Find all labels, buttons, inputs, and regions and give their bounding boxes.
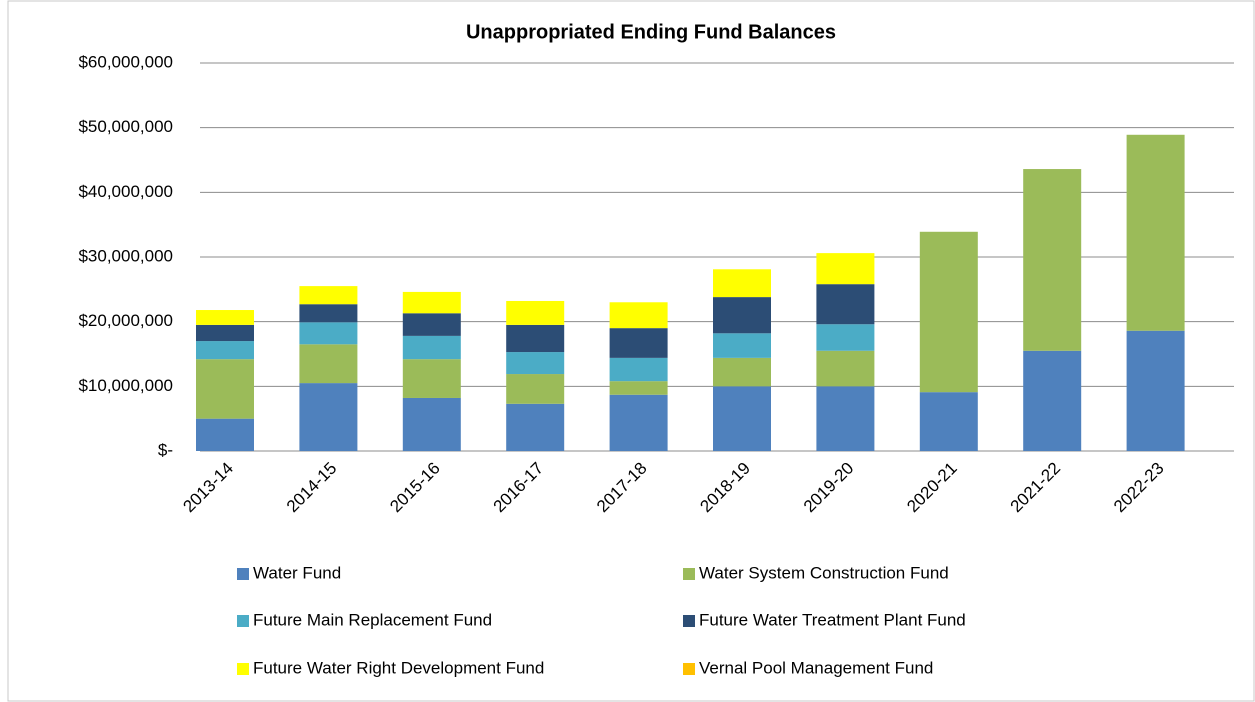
legend-label: Future Water Right Development Fund bbox=[253, 658, 544, 677]
y-tick-label: $40,000,000 bbox=[78, 182, 173, 201]
bar-segment bbox=[402, 313, 461, 336]
y-tick-label: $60,000,000 bbox=[78, 52, 173, 71]
legend-label: Future Water Treatment Plant Fund bbox=[699, 610, 966, 629]
bar-segment bbox=[299, 344, 358, 384]
bar-segment bbox=[299, 322, 358, 345]
bar-segment bbox=[609, 357, 668, 382]
bar-segment bbox=[816, 324, 875, 351]
legend-label: Water System Construction Fund bbox=[699, 563, 949, 582]
bar-segment bbox=[609, 302, 668, 329]
bar-segment bbox=[919, 392, 978, 451]
bar-segment bbox=[196, 359, 254, 419]
y-tick-label: $- bbox=[158, 440, 173, 459]
bar-segment bbox=[609, 394, 668, 451]
bar-segment bbox=[816, 284, 875, 325]
bar-segment bbox=[402, 291, 461, 314]
bar-segment bbox=[713, 297, 771, 334]
bar-segment bbox=[713, 269, 771, 298]
bar-segment bbox=[506, 352, 565, 375]
y-tick-label: $50,000,000 bbox=[78, 117, 173, 136]
legend-swatch bbox=[237, 568, 249, 580]
bar-segment bbox=[713, 386, 771, 451]
bar-segment bbox=[919, 231, 978, 393]
bar-segment bbox=[1126, 134, 1185, 331]
bar-segment bbox=[402, 397, 461, 451]
y-tick-label: $30,000,000 bbox=[78, 246, 173, 265]
bar-segment bbox=[506, 300, 565, 325]
bar-segment bbox=[299, 383, 358, 451]
bar-segment bbox=[1023, 169, 1082, 351]
bar-segment bbox=[402, 335, 461, 360]
bar-segment bbox=[402, 359, 461, 398]
bar-segment bbox=[196, 310, 254, 325]
legend-swatch bbox=[683, 663, 695, 675]
bar-segment bbox=[506, 324, 565, 353]
bar-segment bbox=[196, 341, 254, 360]
bar-segment bbox=[299, 304, 358, 323]
legend-swatch bbox=[237, 663, 249, 675]
bar-segment bbox=[506, 374, 565, 404]
bar-segment bbox=[609, 328, 668, 358]
bar-segment bbox=[299, 286, 358, 305]
bar-segment bbox=[816, 253, 875, 285]
bar-segment bbox=[1023, 350, 1082, 451]
legend-swatch bbox=[237, 615, 249, 627]
bar-segment bbox=[1126, 330, 1185, 451]
bar-segment bbox=[816, 386, 875, 451]
chart-title: Unappropriated Ending Fund Balances bbox=[466, 21, 836, 43]
bar-segment bbox=[816, 350, 875, 387]
legend-swatch bbox=[683, 568, 695, 580]
bar-segment bbox=[609, 381, 668, 395]
bar-segment bbox=[713, 357, 771, 387]
bar-segment bbox=[196, 324, 254, 342]
legend-swatch bbox=[683, 615, 695, 627]
bar-segment bbox=[713, 333, 771, 358]
legend-label: Vernal Pool Management Fund bbox=[699, 658, 933, 677]
y-tick-label: $10,000,000 bbox=[78, 376, 173, 395]
legend-label: Future Main Replacement Fund bbox=[253, 610, 492, 629]
bar-segment bbox=[196, 418, 254, 451]
y-tick-label: $20,000,000 bbox=[78, 311, 173, 330]
legend-label: Water Fund bbox=[253, 563, 341, 582]
bar-segment bbox=[506, 403, 565, 451]
